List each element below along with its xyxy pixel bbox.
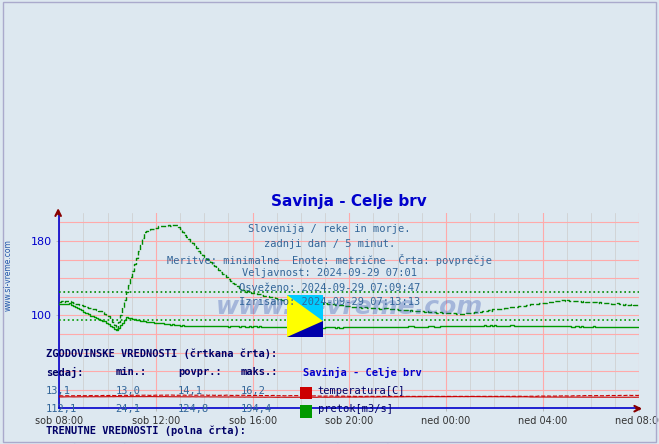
Polygon shape <box>287 321 323 337</box>
Text: 124,8: 124,8 <box>178 404 209 415</box>
Text: zadnji dan / 5 minut.: zadnji dan / 5 minut. <box>264 239 395 249</box>
Text: 13,1: 13,1 <box>46 386 71 396</box>
Text: 16,2: 16,2 <box>241 386 266 396</box>
Text: temperatura[C]: temperatura[C] <box>318 386 405 396</box>
Text: www.si-vreme.com: www.si-vreme.com <box>215 295 483 319</box>
Text: 13,0: 13,0 <box>115 386 140 396</box>
Text: min.:: min.: <box>115 367 146 377</box>
Text: Veljavnost: 2024-09-29 07:01: Veljavnost: 2024-09-29 07:01 <box>242 268 417 278</box>
Text: Slovenija / reke in morje.: Slovenija / reke in morje. <box>248 224 411 234</box>
Text: Osveženo: 2024-09-29 07:09:47: Osveženo: 2024-09-29 07:09:47 <box>239 283 420 293</box>
Text: 194,4: 194,4 <box>241 404 272 415</box>
Text: ZGODOVINSKE VREDNOSTI (črtkana črta):: ZGODOVINSKE VREDNOSTI (črtkana črta): <box>46 349 277 359</box>
Text: Savinja - Celje brv: Savinja - Celje brv <box>303 367 422 378</box>
Text: Izrisano: 2024-09-29 07:13:13: Izrisano: 2024-09-29 07:13:13 <box>239 297 420 308</box>
Text: sedaj:: sedaj: <box>46 367 84 378</box>
Text: 24,1: 24,1 <box>115 404 140 415</box>
Text: maks.:: maks.: <box>241 367 278 377</box>
Text: www.si-vreme.com: www.si-vreme.com <box>3 239 13 311</box>
Text: TRENUTNE VREDNOSTI (polna črta):: TRENUTNE VREDNOSTI (polna črta): <box>46 426 246 436</box>
Text: 112,1: 112,1 <box>46 404 77 415</box>
Text: povpr.:: povpr.: <box>178 367 221 377</box>
Text: 14,1: 14,1 <box>178 386 203 396</box>
Title: Savinja - Celje brv: Savinja - Celje brv <box>272 194 427 209</box>
Polygon shape <box>287 295 323 321</box>
Text: pretok[m3/s]: pretok[m3/s] <box>318 404 393 415</box>
Text: Meritve: minimalne  Enote: metrične  Črta: povprečje: Meritve: minimalne Enote: metrične Črta:… <box>167 254 492 266</box>
